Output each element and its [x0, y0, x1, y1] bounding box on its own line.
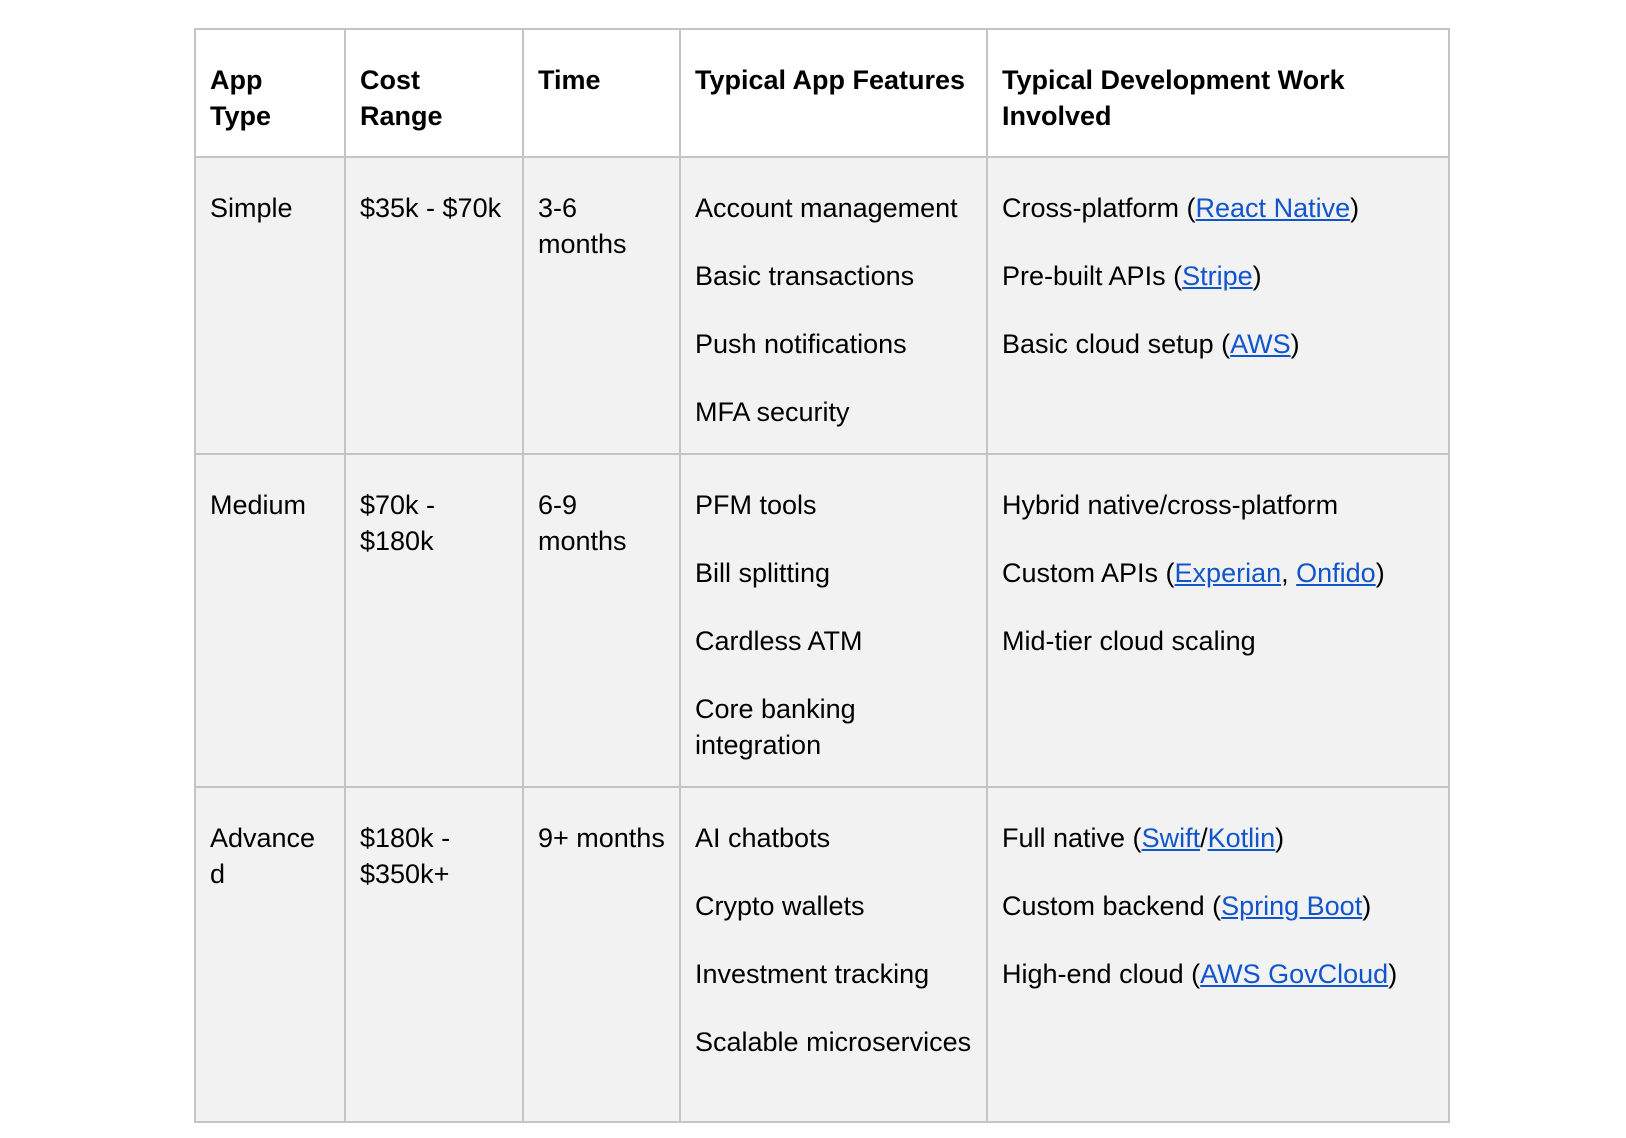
header-row: App Type Cost Range Time Typical App Fea…: [194, 28, 1450, 158]
link-spring-boot[interactable]: Spring Boot: [1221, 891, 1363, 921]
feature-item: Core banking integration: [695, 694, 856, 760]
cell-app-type: Medium: [194, 453, 346, 788]
dev-work-item: Custom APIs (Experian, Onfido): [1002, 558, 1385, 588]
dev-work-item: Custom backend (Spring Boot): [1002, 891, 1372, 921]
cell-dev-work: Full native (Swift/Kotlin) Custom backen…: [986, 786, 1450, 1123]
header-time: Time: [522, 28, 681, 158]
cell-dev-work: Cross-platform (React Native) Pre-built …: [986, 156, 1450, 455]
table-row: Advanced $180k - $350k+ 9+ months AI cha…: [194, 786, 1450, 1123]
cell-dev-work: Hybrid native/cross-platform Custom APIs…: [986, 453, 1450, 788]
header-dev-work: Typical Development Work Involved: [986, 28, 1450, 158]
feature-item: Bill splitting: [695, 558, 831, 588]
feature-item: Basic transactions: [695, 261, 915, 291]
cell-time: 6-9 months: [522, 453, 681, 788]
app-cost-table: App Type Cost Range Time Typical App Fea…: [194, 28, 1450, 1123]
link-stripe[interactable]: Stripe: [1182, 261, 1253, 291]
feature-item: AI chatbots: [695, 823, 831, 853]
cell-app-type: Simple: [194, 156, 346, 455]
cell-features: Account management Basic transactions Pu…: [679, 156, 988, 455]
link-experian[interactable]: Experian: [1174, 558, 1282, 588]
cell-time: 9+ months: [522, 786, 681, 1123]
table-row: Simple $35k - $70k 3-6 months Account ma…: [194, 156, 1450, 455]
dev-work-item: Hybrid native/cross-platform: [1002, 490, 1339, 520]
link-react-native[interactable]: React Native: [1195, 193, 1351, 223]
feature-item: Account management: [695, 193, 958, 223]
dev-work-item: Mid-tier cloud scaling: [1002, 626, 1256, 656]
feature-item: MFA security: [695, 397, 850, 427]
feature-item: PFM tools: [695, 490, 817, 520]
cell-cost-range: $70k - $180k: [344, 453, 524, 788]
dev-work-item: Basic cloud setup (AWS): [1002, 329, 1300, 359]
cell-cost-range: $35k - $70k: [344, 156, 524, 455]
feature-item: Crypto wallets: [695, 891, 865, 921]
table-row: Medium $70k - $180k 6-9 months PFM tools…: [194, 453, 1450, 788]
feature-item: Scalable microservices: [695, 1027, 972, 1057]
cell-time: 3-6 months: [522, 156, 681, 455]
header-typical-features: Typical App Features: [679, 28, 988, 158]
feature-item: Investment tracking: [695, 959, 930, 989]
dev-work-item: Pre-built APIs (Stripe): [1002, 261, 1262, 291]
link-kotlin[interactable]: Kotlin: [1207, 823, 1276, 853]
feature-item: Push notifications: [695, 329, 907, 359]
cell-features: PFM tools Bill splitting Cardless ATM Co…: [679, 453, 988, 788]
cell-cost-range: $180k - $350k+: [344, 786, 524, 1123]
link-aws-govcloud[interactable]: AWS GovCloud: [1200, 959, 1389, 989]
link-swift[interactable]: Swift: [1141, 823, 1201, 853]
header-cost-range: Cost Range: [344, 28, 524, 158]
dev-work-item: Cross-platform (React Native): [1002, 193, 1360, 223]
header-app-type: App Type: [194, 28, 346, 158]
feature-item: Cardless ATM: [695, 626, 863, 656]
link-aws[interactable]: AWS: [1230, 329, 1291, 359]
dev-work-item: High-end cloud (AWS GovCloud): [1002, 959, 1398, 989]
dev-work-item: Full native (Swift/Kotlin): [1002, 823, 1285, 853]
link-onfido[interactable]: Onfido: [1296, 558, 1376, 588]
cell-features: AI chatbots Crypto wallets Investment tr…: [679, 786, 988, 1123]
cell-app-type: Advanced: [194, 786, 346, 1123]
